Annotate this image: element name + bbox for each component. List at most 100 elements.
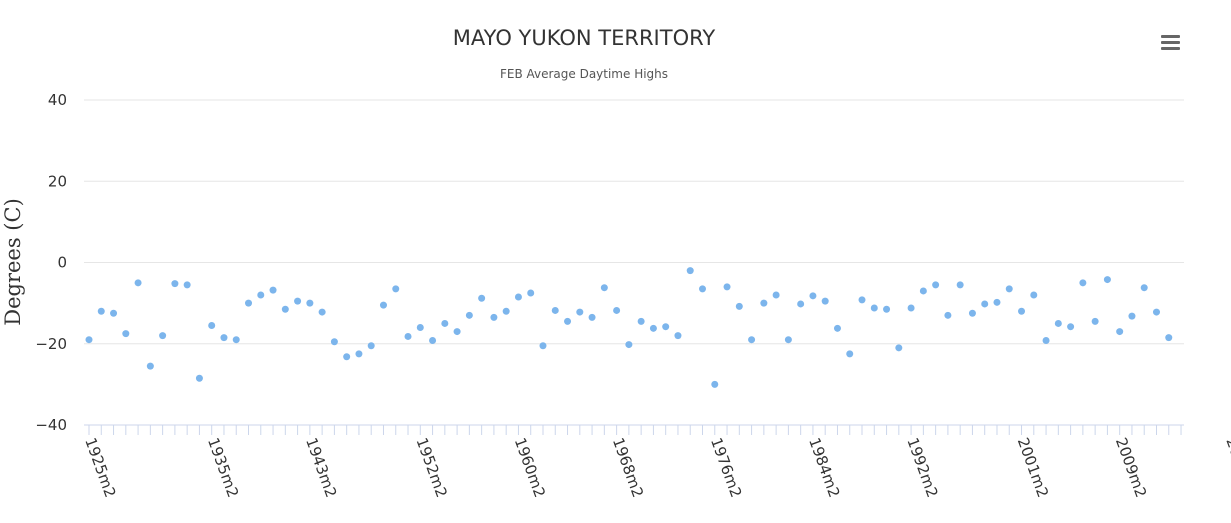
data-point[interactable] xyxy=(220,334,228,342)
data-point[interactable] xyxy=(674,332,682,340)
data-point[interactable] xyxy=(281,305,289,313)
data-point[interactable] xyxy=(1128,312,1136,320)
data-point[interactable] xyxy=(760,299,768,307)
data-point[interactable] xyxy=(1152,308,1160,316)
data-point[interactable] xyxy=(134,279,142,287)
data-point[interactable] xyxy=(649,324,657,332)
data-point[interactable] xyxy=(478,294,486,302)
data-point[interactable] xyxy=(883,305,891,313)
data-point[interactable] xyxy=(514,293,522,301)
data-point[interactable] xyxy=(993,298,1001,306)
data-point[interactable] xyxy=(465,311,473,319)
y-axis-label: Degrees (C) xyxy=(1,198,25,326)
data-point[interactable] xyxy=(1116,328,1124,336)
data-point[interactable] xyxy=(416,324,424,331)
data-point[interactable] xyxy=(171,280,179,288)
data-point[interactable] xyxy=(110,309,118,317)
data-point[interactable] xyxy=(748,336,756,344)
data-point[interactable] xyxy=(833,324,841,332)
x-tick-label: 1925m2 xyxy=(81,435,119,500)
data-point[interactable] xyxy=(1005,285,1013,293)
data-point[interactable] xyxy=(968,309,976,317)
data-point[interactable] xyxy=(404,332,412,340)
data-point[interactable] xyxy=(784,336,792,344)
data-point[interactable] xyxy=(600,284,608,292)
x-tick-label: 2018m2 xyxy=(1222,435,1231,500)
data-point[interactable] xyxy=(208,321,216,329)
data-point[interactable] xyxy=(1067,323,1075,331)
grid-lines xyxy=(84,99,1184,345)
data-point[interactable] xyxy=(686,267,694,275)
data-point[interactable] xyxy=(637,317,645,325)
data-point[interactable] xyxy=(613,306,621,314)
data-point[interactable] xyxy=(1140,284,1148,292)
data-point[interactable] xyxy=(662,323,670,331)
data-point[interactable] xyxy=(588,313,596,321)
data-point[interactable] xyxy=(527,289,535,297)
data-point[interactable] xyxy=(1091,317,1099,325)
x-tick-label: 2009m2 xyxy=(1112,435,1150,500)
data-point[interactable] xyxy=(919,287,927,295)
data-point[interactable] xyxy=(564,317,572,325)
data-point[interactable] xyxy=(367,342,375,350)
data-point[interactable] xyxy=(97,307,105,315)
data-point[interactable] xyxy=(1165,334,1173,342)
data-point[interactable] xyxy=(318,308,326,316)
x-tick-label: 1935m2 xyxy=(204,435,242,500)
data-point[interactable] xyxy=(232,336,240,344)
data-point[interactable] xyxy=(821,297,829,305)
data-point[interactable] xyxy=(355,350,363,358)
data-point[interactable] xyxy=(453,328,461,336)
data-point[interactable] xyxy=(932,281,940,289)
data-point[interactable] xyxy=(956,281,964,289)
data-point[interactable] xyxy=(539,342,547,350)
data-point[interactable] xyxy=(723,283,731,291)
data-point[interactable] xyxy=(1079,279,1087,287)
data-point[interactable] xyxy=(330,338,338,346)
data-point[interactable] xyxy=(772,291,780,299)
data-point[interactable] xyxy=(797,300,805,308)
data-point[interactable] xyxy=(146,362,154,370)
data-point[interactable] xyxy=(1054,319,1062,327)
data-point[interactable] xyxy=(711,380,719,388)
data-point[interactable] xyxy=(85,336,93,344)
data-point[interactable] xyxy=(159,332,167,340)
data-point[interactable] xyxy=(183,281,191,289)
data-point[interactable] xyxy=(502,307,510,315)
data-point[interactable] xyxy=(294,297,302,305)
data-point[interactable] xyxy=(379,301,387,309)
data-point[interactable] xyxy=(625,341,633,349)
data-point[interactable] xyxy=(1018,307,1026,315)
data-point[interactable] xyxy=(735,302,743,310)
data-point[interactable] xyxy=(122,330,130,338)
data-point[interactable] xyxy=(858,296,866,304)
data-point[interactable] xyxy=(429,337,437,344)
chart-subtitle: FEB Average Daytime Highs xyxy=(500,67,668,81)
data-point[interactable] xyxy=(846,350,854,358)
data-point[interactable] xyxy=(257,291,265,299)
data-point[interactable] xyxy=(551,306,559,314)
data-point[interactable] xyxy=(1030,291,1038,299)
data-point[interactable] xyxy=(392,285,400,293)
data-point[interactable] xyxy=(1042,337,1050,344)
data-point[interactable] xyxy=(343,353,351,361)
data-point[interactable] xyxy=(699,285,706,293)
data-point[interactable] xyxy=(306,299,314,307)
data-point[interactable] xyxy=(907,304,915,312)
data-point[interactable] xyxy=(1103,276,1111,284)
data-point[interactable] xyxy=(576,308,584,316)
data-point[interactable] xyxy=(195,374,203,382)
data-point[interactable] xyxy=(490,313,498,321)
data-point[interactable] xyxy=(981,300,989,308)
hamburger-menu-icon[interactable] xyxy=(1156,28,1186,56)
x-tick-label: 1960m2 xyxy=(511,435,549,500)
data-point[interactable] xyxy=(809,292,817,300)
data-point[interactable] xyxy=(944,311,952,319)
data-point[interactable] xyxy=(245,299,253,307)
data-point[interactable] xyxy=(269,286,277,294)
data-point[interactable] xyxy=(441,319,449,327)
data-point[interactable] xyxy=(895,344,903,352)
data-point[interactable] xyxy=(870,304,878,312)
y-tick-label: 0 xyxy=(57,254,67,272)
